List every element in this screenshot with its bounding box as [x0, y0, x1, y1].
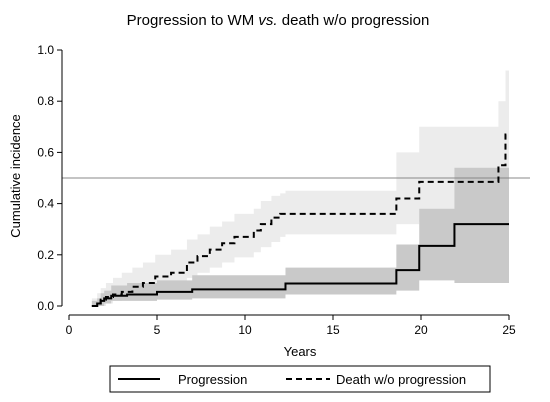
x-tick-label: 10: [238, 323, 252, 337]
series-line-death: [91, 133, 509, 307]
x-tick-label: 15: [326, 323, 340, 337]
x-tick-label: 20: [414, 323, 428, 337]
x-axis-label: Years: [284, 344, 317, 359]
chart-title-rest: death w/o progression: [278, 12, 430, 29]
y-tick-label: 0.6: [37, 145, 54, 159]
y-tick-label: 1.0: [37, 43, 54, 57]
legend: Progression Death w/o progression: [109, 365, 491, 393]
y-tick-label: 0.4: [37, 197, 54, 211]
x-tick-label: 5: [154, 323, 161, 337]
chart-title: Progression to WM vs. death w/o progress…: [127, 12, 430, 29]
y-axis-label: Cumulative incidence: [8, 114, 23, 238]
y-tick-label: 0.0: [37, 299, 54, 313]
y-tick-label: 0.8: [37, 94, 54, 108]
legend-label-death: Death w/o progression: [336, 372, 466, 387]
chart-title-main: Progression to WM: [127, 12, 259, 29]
plot-area: 0.0 0.2 0.4 0.6 0.8 1.0 0 5 10 15 20 25: [37, 43, 530, 337]
x-tick-label: 25: [502, 323, 516, 337]
confidence-bands: [91, 67, 509, 306]
y-ticks: 0.0 0.2 0.4 0.6 0.8 1.0: [37, 43, 62, 313]
x-tick-label: 0: [66, 323, 73, 337]
chart-title-italic: vs.: [258, 12, 277, 29]
series-lines: [91, 133, 509, 307]
x-ticks: 0 5 10 15 20 25: [66, 315, 516, 337]
ci-band-death: [91, 67, 509, 306]
y-tick-label: 0.2: [37, 248, 54, 262]
legend-label-progression: Progression: [178, 372, 247, 387]
